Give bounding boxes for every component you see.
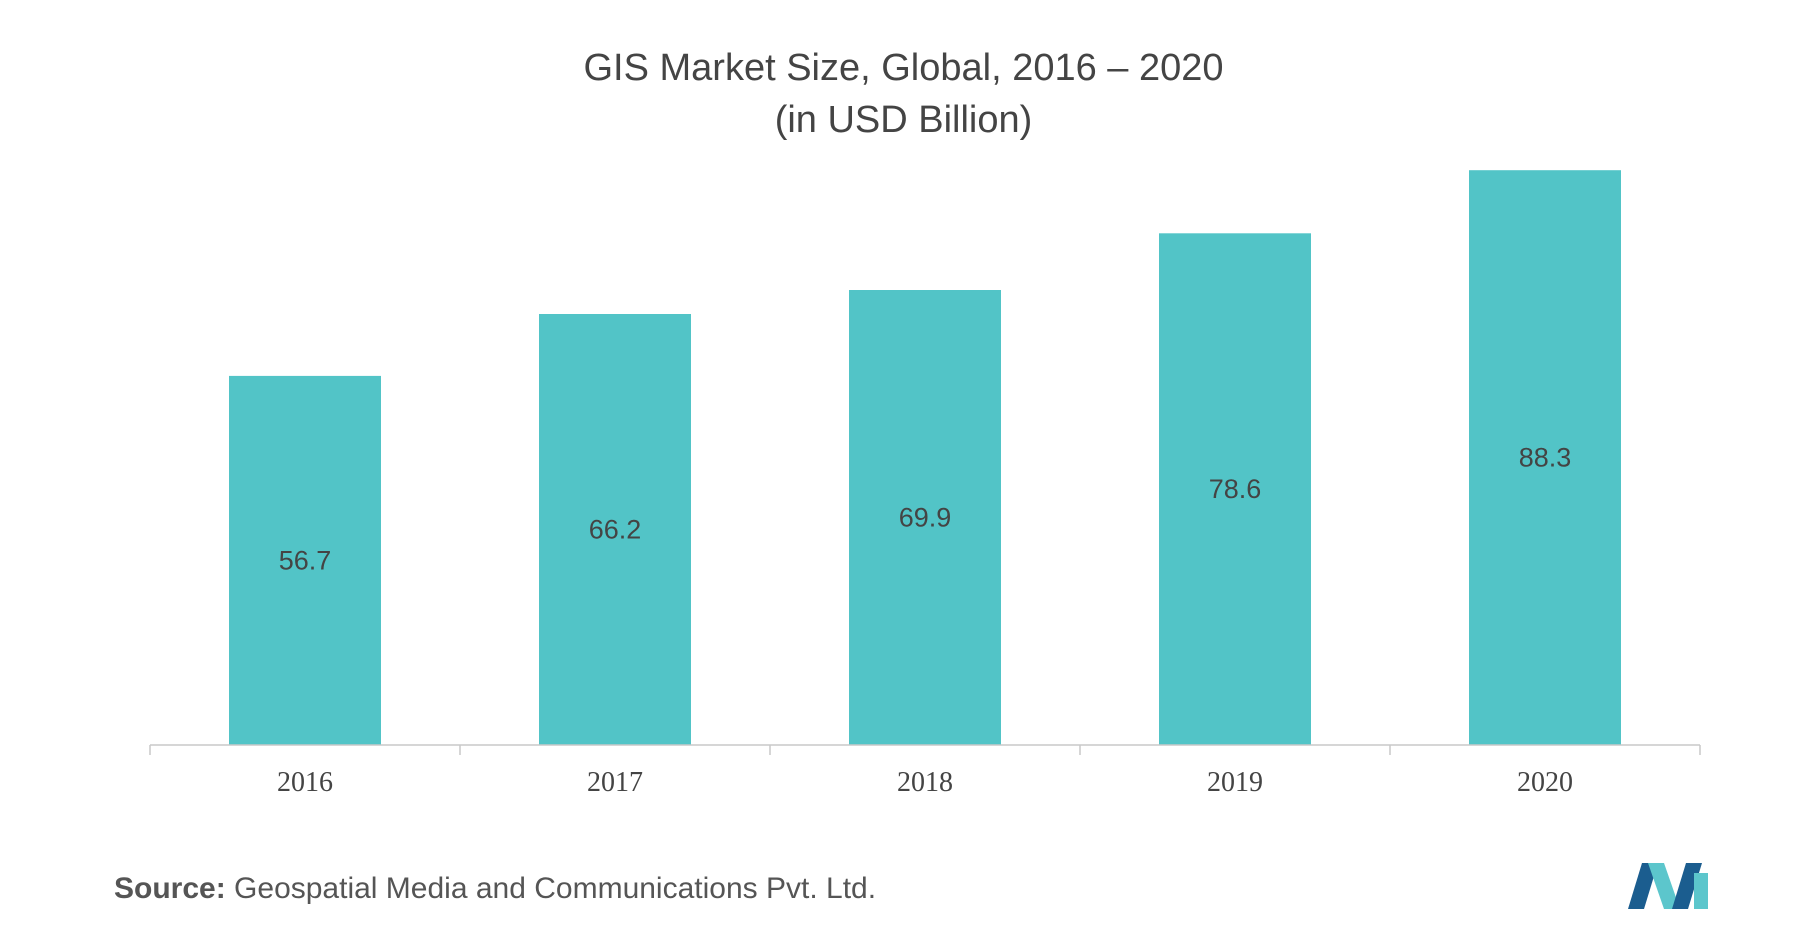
bar-2017 [539,314,691,745]
data-label-2017: 66.2 [589,515,642,545]
bars-layer [229,170,1621,746]
chart-title-block: GIS Market Size, Global, 2016 – 2020 (in… [0,42,1807,146]
labels-layer: 56.7 2016 66.2 2017 69.9 2018 78.6 2019 88.3 2020 [277,443,1573,798]
bar-2020 [1469,170,1621,745]
tick-label-2016: 2016 [277,767,333,798]
tick-label-2020: 2020 [1517,767,1573,798]
source-text: Geospatial Media and Communications Pvt.… [234,872,877,905]
bar-2018 [849,290,1001,745]
logo-left-stroke [1628,863,1658,909]
bar-2019 [1159,233,1311,746]
source-line: Source: Geospatial Media and Communicati… [114,872,876,906]
data-label-2019: 78.6 [1209,474,1262,504]
mordor-intelligence-logo-icon [1628,863,1708,909]
logo-bar [1694,873,1708,909]
data-label-2018: 69.9 [899,503,952,533]
chart-subtitle: (in USD Billion) [774,99,1033,141]
x-axis [149,744,1701,755]
tick-label-2019: 2019 [1207,767,1263,798]
chart-title: GIS Market Size, Global, 2016 – 2020 [583,47,1224,89]
tick-label-2018: 2018 [897,767,953,798]
tick-label-2017: 2017 [587,767,643,798]
data-label-2020: 88.3 [1519,443,1572,473]
logo-mid-stroke [1648,863,1680,909]
bar-2016 [229,375,381,745]
data-label-2016: 56.7 [279,545,332,575]
source-label: Source: [114,872,226,905]
